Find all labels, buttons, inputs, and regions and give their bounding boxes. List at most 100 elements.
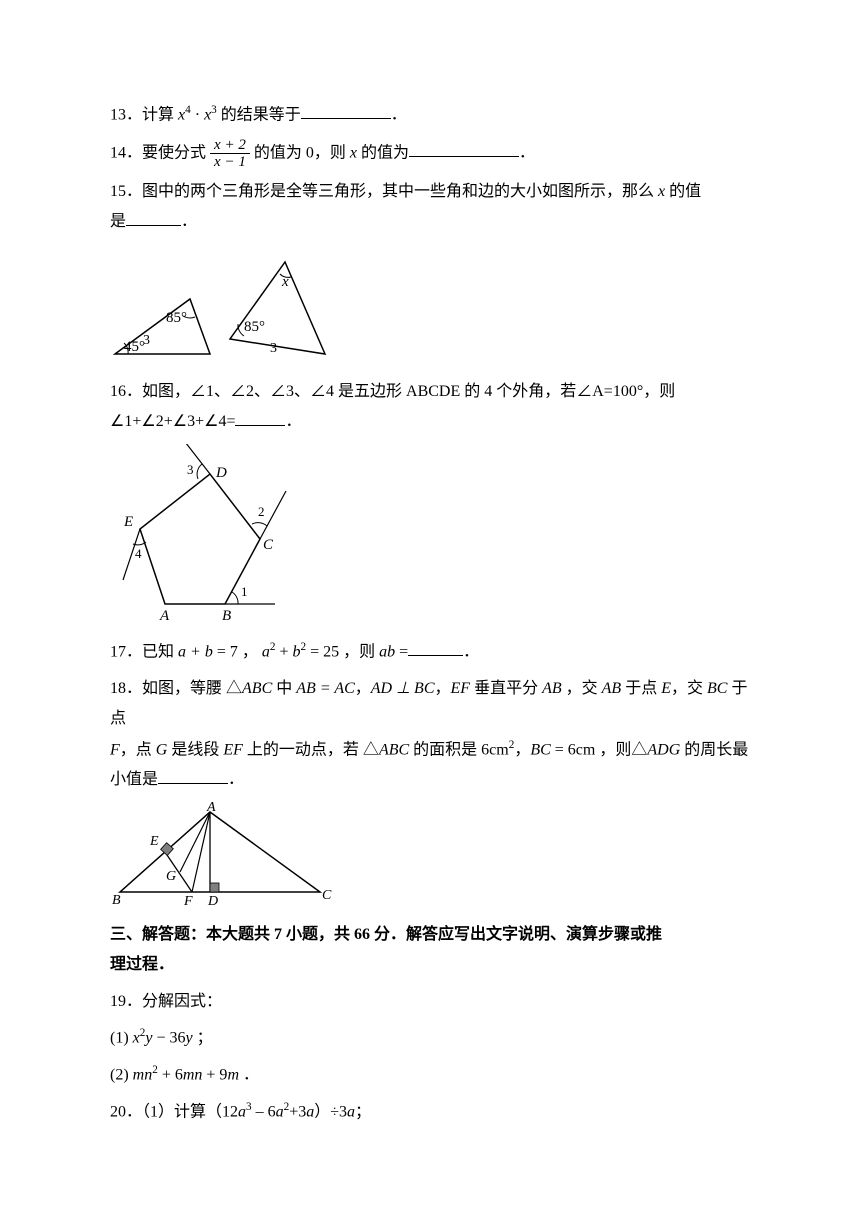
q20-a: a [238, 1103, 246, 1120]
q18-t13: 的面积是 6cm [409, 741, 509, 758]
q18-t11: 是线段 [167, 741, 223, 758]
q18-bc2: BC [530, 741, 550, 758]
q13-num: 13． [110, 106, 142, 123]
q13-dot: · [191, 106, 204, 123]
q18-t3: ， [355, 680, 371, 697]
q15-figure: 3 85° 45° 3 85° x [110, 244, 750, 375]
fig18-A: A [206, 802, 216, 815]
q18-abc2: ABC [379, 741, 409, 758]
fig16-E: E [123, 514, 133, 530]
q20-a4: a [347, 1103, 355, 1120]
q13-blank [301, 104, 391, 119]
q15-l2: 是 [110, 213, 126, 230]
fig15-85a: 85° [166, 310, 187, 326]
q18-ab2: AB [602, 680, 622, 697]
q17-b: b [293, 643, 301, 660]
q18-l3: 小值是 [110, 771, 158, 788]
q14-den-x: x [214, 154, 221, 170]
q20-a2: a [276, 1103, 284, 1120]
q18-t14: ， [514, 741, 530, 758]
q17-ab: ab [379, 643, 395, 660]
q18-e: E [661, 680, 671, 697]
q19-p1pre: (1) [110, 1030, 133, 1047]
q19-p2p2: + 9 [202, 1066, 227, 1083]
q17-blank [408, 641, 463, 656]
fig18-B: B [112, 893, 121, 907]
q16-num: 16． [110, 383, 142, 400]
fig16-A: A [159, 608, 170, 624]
q18-ab: AB [542, 680, 562, 697]
q16-l1: 如图，∠1、∠2、∠3、∠4 是五边形 ABCDE 的 4 个外角，若∠A=10… [142, 383, 675, 400]
fig16-3: 3 [187, 462, 194, 477]
fig16-1: 1 [241, 584, 248, 599]
q20-end: ）÷3 [314, 1103, 347, 1120]
q18-t1: 如图，等腰 △ [142, 680, 242, 697]
q19-p1c: y [186, 1030, 193, 1047]
q19-p2b: mn [183, 1066, 203, 1083]
fig16-2: 2 [258, 504, 265, 519]
q15-num: 15． [110, 183, 142, 200]
q14-num: 14． [110, 144, 142, 161]
q19-p2e: ． [239, 1066, 259, 1083]
q20-m1: – 6 [252, 1103, 276, 1120]
fig18-F: F [183, 894, 193, 907]
q18-adg: ADG [647, 741, 680, 758]
question-18: 18．如图，等腰 △ABC 中 AB = AC，AD ⊥ BC，EF 垂直平分 … [110, 674, 750, 796]
q17-eq1l: a + b [178, 643, 213, 660]
q19-p1e: ； [193, 1030, 213, 1047]
q20-num: 20． [110, 1103, 142, 1120]
q19-p2a: mn [133, 1066, 153, 1083]
q14-pre: 要使分式 [142, 144, 210, 161]
q18-t6: ，交 [562, 680, 602, 697]
q18-f: F [110, 741, 120, 758]
q19-part2: (2) mn2 + 6mn + 9m ． [110, 1060, 750, 1091]
q17-eq2r: = 25 [306, 643, 339, 660]
q14-mid: 的值为 0，则 [250, 144, 350, 161]
question-19: 19．分解因式： [110, 987, 750, 1017]
q19-title: 分解因式： [142, 993, 222, 1010]
q19-p2pre: (2) [110, 1066, 133, 1083]
q18-t7: 于点 [621, 680, 661, 697]
sec3-l2: 理过程． [110, 956, 174, 973]
q14-num-2: + 2 [221, 137, 246, 153]
q18-t10: ，点 [120, 741, 156, 758]
q15-l1b: 的值 [665, 183, 701, 200]
q18-t16: 的周长最 [680, 741, 748, 758]
q19-num: 19． [110, 993, 142, 1010]
question-16: 16．如图，∠1、∠2、∠3、∠4 是五边形 ABCDE 的 4 个外角，若∠A… [110, 377, 750, 438]
q14-var: x [350, 144, 357, 161]
question-13: 13．计算 x4 · x3 的结果等于． [110, 100, 750, 131]
q16-l2a: ∠1+∠2+∠3+∠4= [110, 413, 235, 430]
fig16-B: B [222, 608, 231, 624]
q18-ef2: EF [223, 741, 243, 758]
q20-pre: （1）计算（12 [142, 1103, 238, 1120]
q14-den-1: − 1 [221, 154, 246, 170]
q17-plus: + [275, 643, 292, 660]
q18-t5: 垂直平分 [470, 680, 542, 697]
q18-t2: 中 [272, 680, 296, 697]
fig18-G: G [166, 869, 176, 884]
question-17: 17．已知 a + b = 7 ， a2 + b2 = 25 ，则 ab =． [110, 637, 750, 668]
q18-ef: EF [451, 680, 471, 697]
q19-p2p1: + 6 [158, 1066, 183, 1083]
fig18-E: E [149, 834, 159, 849]
q13-post: 的结果等于 [217, 106, 301, 123]
q13-pre: 计算 [142, 106, 178, 123]
q17-eq3: = [395, 643, 408, 660]
q17-c1: ， [238, 643, 262, 660]
q19-p2c: m [227, 1066, 239, 1083]
q18-t15: = 6cm ，则△ [551, 741, 648, 758]
q19-p1m: − 36 [152, 1030, 185, 1047]
q18-blank [158, 769, 228, 784]
q18-eq2: AD ⊥ BC [371, 680, 435, 697]
fig18-C: C [322, 888, 332, 903]
q14-num-x: x [214, 137, 221, 153]
q14-frac: x + 2x − 1 [210, 137, 250, 171]
q17-c2: ，则 [339, 643, 379, 660]
q18-num: 18． [110, 680, 142, 697]
question-20: 20．（1）计算（12a3 – 6a2+3a）÷3a； [110, 1097, 750, 1128]
sec3-l1: 三、解答题：本大题共 7 小题，共 66 分．解答应写出文字说明、演算步骤或推 [110, 926, 662, 943]
q18-eq1: AB = AC [296, 680, 355, 697]
question-14: 14．要使分式 x + 2x − 1 的值为 0，则 x 的值为． [110, 137, 750, 171]
q17-num: 17． [110, 643, 142, 660]
